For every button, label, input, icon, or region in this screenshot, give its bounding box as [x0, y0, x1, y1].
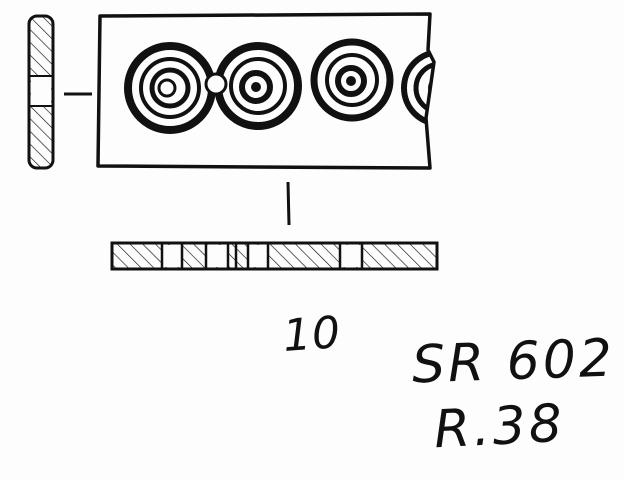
catalog-code: SR 602 — [411, 328, 616, 396]
view-connector-vertical — [286, 181, 291, 226]
plate-outline — [96, 12, 436, 170]
ring-ornament-3 — [310, 38, 394, 122]
ring-ornament-2 — [214, 42, 302, 130]
figure-number: 10 — [281, 307, 343, 362]
ring-ornament-4-partial — [401, 49, 434, 127]
ring-ornament-1 — [124, 42, 216, 134]
bottom-section-view — [110, 241, 439, 271]
rivet-hole — [204, 72, 228, 96]
side-section-view — [27, 14, 55, 170]
catalog-reference: R.38 — [432, 393, 567, 461]
front-view — [96, 12, 436, 170]
